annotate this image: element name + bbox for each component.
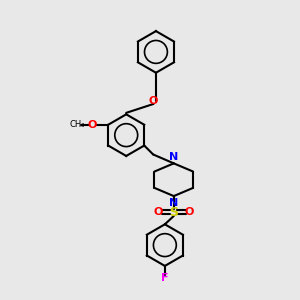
Text: O: O [87,120,97,130]
Text: O: O [149,96,158,106]
Text: N: N [169,198,178,208]
Text: F: F [161,273,169,284]
Text: O: O [153,207,163,218]
Text: N: N [169,152,178,162]
Text: O: O [185,207,194,218]
Text: S: S [169,206,178,219]
Text: CH₃: CH₃ [69,120,85,129]
